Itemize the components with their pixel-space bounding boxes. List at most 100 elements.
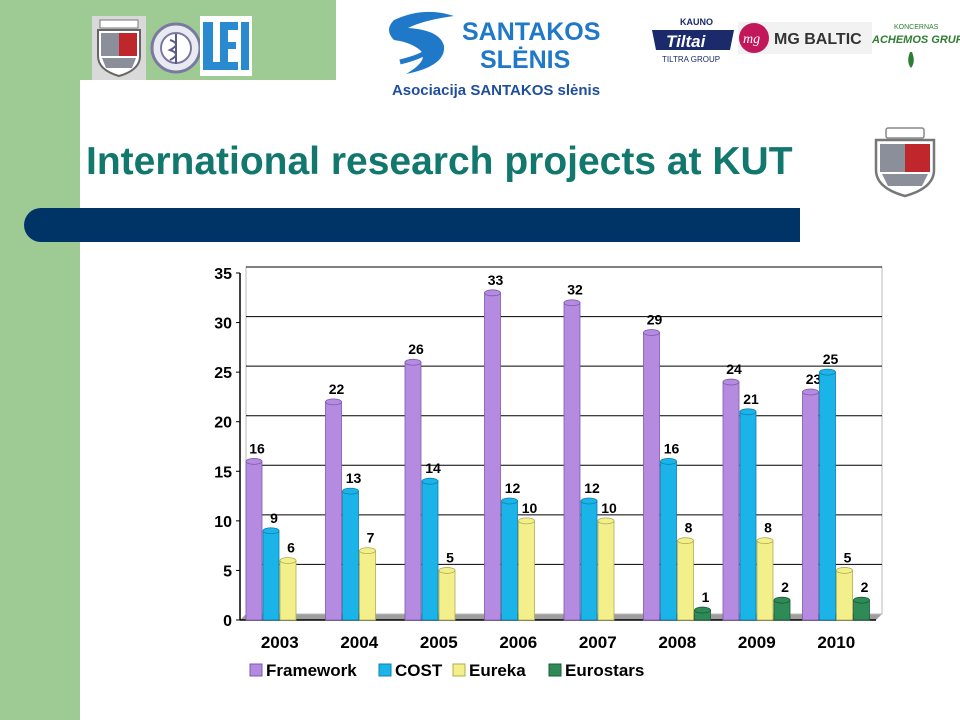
bar-cost-2010 <box>819 371 836 621</box>
bar-eureka-2004 <box>359 550 376 621</box>
bar-eureka-2007 <box>597 520 615 621</box>
data-label: 25 <box>823 351 839 367</box>
bar-eureka-2006 <box>518 520 535 621</box>
bar-cap <box>484 289 501 297</box>
bar-cost-2007 <box>580 500 598 621</box>
bar-framework-2008 <box>643 332 660 621</box>
bar-cap <box>438 567 456 574</box>
y-tick-label: 10 <box>214 514 232 531</box>
data-label: 7 <box>367 530 375 546</box>
mg-baltic-logo: mg MG BALTIC <box>738 22 872 54</box>
achemos-top-text: KONCERNAS <box>894 24 939 31</box>
sidebar-green-bar <box>0 0 80 720</box>
santakos-logo-text-2: SLĖNIS <box>480 46 570 74</box>
bar-cost-2004 <box>342 490 359 621</box>
y-tick-label: 20 <box>214 415 232 432</box>
bar-cap <box>245 457 263 465</box>
bar-cap <box>722 378 740 386</box>
y-tick-label: 30 <box>214 316 232 333</box>
medical-emblem-logo <box>150 22 202 74</box>
bar-cap <box>756 537 774 545</box>
x-tick-label: 2004 <box>340 633 378 652</box>
x-tick-label: 2008 <box>658 633 696 652</box>
achemos-grupe-logo: KONCERNAS ACHEMOS GRUPĖ <box>872 24 960 68</box>
x-tick-label: 2005 <box>420 633 458 652</box>
bar-cap <box>836 567 853 574</box>
ktu-crest-logo <box>92 16 146 80</box>
bar-framework-2006 <box>484 292 501 621</box>
bar-framework-2004 <box>325 401 342 621</box>
bar-cap <box>580 497 598 505</box>
bar-cost-2006 <box>501 500 518 621</box>
bar-cap <box>325 398 342 406</box>
data-label: 9 <box>270 510 278 526</box>
x-tick-label: 2007 <box>579 633 617 652</box>
bar-cap <box>404 358 422 366</box>
data-label: 26 <box>408 341 424 357</box>
x-tick-label: 2010 <box>817 633 855 652</box>
legend-swatch <box>249 663 263 677</box>
tiltai-top-text: KAUNO <box>680 17 713 27</box>
data-label: 13 <box>346 470 362 486</box>
bar-framework-2010 <box>802 391 819 621</box>
bar-framework-2007 <box>563 302 581 621</box>
bar-cap <box>677 537 694 545</box>
data-label: 2 <box>781 579 789 595</box>
data-label: 12 <box>584 480 600 496</box>
data-label: 1 <box>702 589 710 605</box>
bar-cap <box>421 477 439 485</box>
legend-swatch <box>452 663 466 677</box>
data-label: 8 <box>764 520 772 536</box>
bar-cap <box>342 487 359 495</box>
tiltai-sub-text: TILTRA GROUP <box>662 55 720 64</box>
bar-cap <box>853 596 870 604</box>
data-label: 5 <box>446 549 454 565</box>
bar-framework-2009 <box>722 381 740 621</box>
data-label: 21 <box>743 391 759 407</box>
santakos-logo-text-1: SANTAKOS <box>462 18 600 46</box>
bar-cap <box>597 517 615 525</box>
bar-cap <box>660 457 677 465</box>
bar-cap <box>643 329 660 336</box>
data-label: 2 <box>861 579 869 595</box>
legend-label: Eureka <box>469 661 526 680</box>
bar-eureka-2003 <box>279 560 297 621</box>
data-label: 24 <box>726 361 742 377</box>
bar-cost-2005 <box>421 480 439 621</box>
data-label: 10 <box>522 500 538 516</box>
title-underline-band <box>24 208 800 242</box>
tiltai-name-text: Tiltai <box>666 32 707 51</box>
bar-cap <box>819 368 836 376</box>
bar-cap <box>262 527 280 535</box>
lei-logo <box>200 16 252 76</box>
bar-cap <box>802 388 819 396</box>
data-label: 33 <box>488 272 504 288</box>
legend-label: Framework <box>266 661 357 680</box>
x-tick-label: 2009 <box>738 633 776 652</box>
bar-cost-2008 <box>660 460 677 621</box>
data-label: 8 <box>685 520 693 536</box>
legend-label: Eurostars <box>565 661 644 680</box>
bar-cap <box>518 517 535 525</box>
bar-cap <box>563 299 581 307</box>
bar-cap <box>501 497 518 505</box>
data-label: 29 <box>647 311 663 327</box>
data-label: 16 <box>664 440 680 456</box>
corner-curve <box>80 80 200 200</box>
bar-cap <box>773 596 791 604</box>
data-label: 32 <box>567 282 583 298</box>
y-tick-label: 15 <box>214 464 232 481</box>
y-tick-label: 5 <box>223 563 232 580</box>
santakos-slenis-logo: SANTAKOS SLĖNIS <box>389 11 600 74</box>
x-tick-label: 2006 <box>499 633 537 652</box>
bar-eureka-2009 <box>756 540 774 621</box>
mg-name-text: MG BALTIC <box>774 31 862 48</box>
data-label: 16 <box>249 440 265 456</box>
kauno-tiltai-logo: KAUNO Tiltai TILTRA GROUP <box>652 17 734 64</box>
legend-label: COST <box>395 661 443 680</box>
bar-cap <box>739 408 757 416</box>
data-label: 5 <box>844 549 852 565</box>
legend-swatch <box>548 663 562 677</box>
data-label: 6 <box>287 540 295 556</box>
data-label: 10 <box>601 500 617 516</box>
